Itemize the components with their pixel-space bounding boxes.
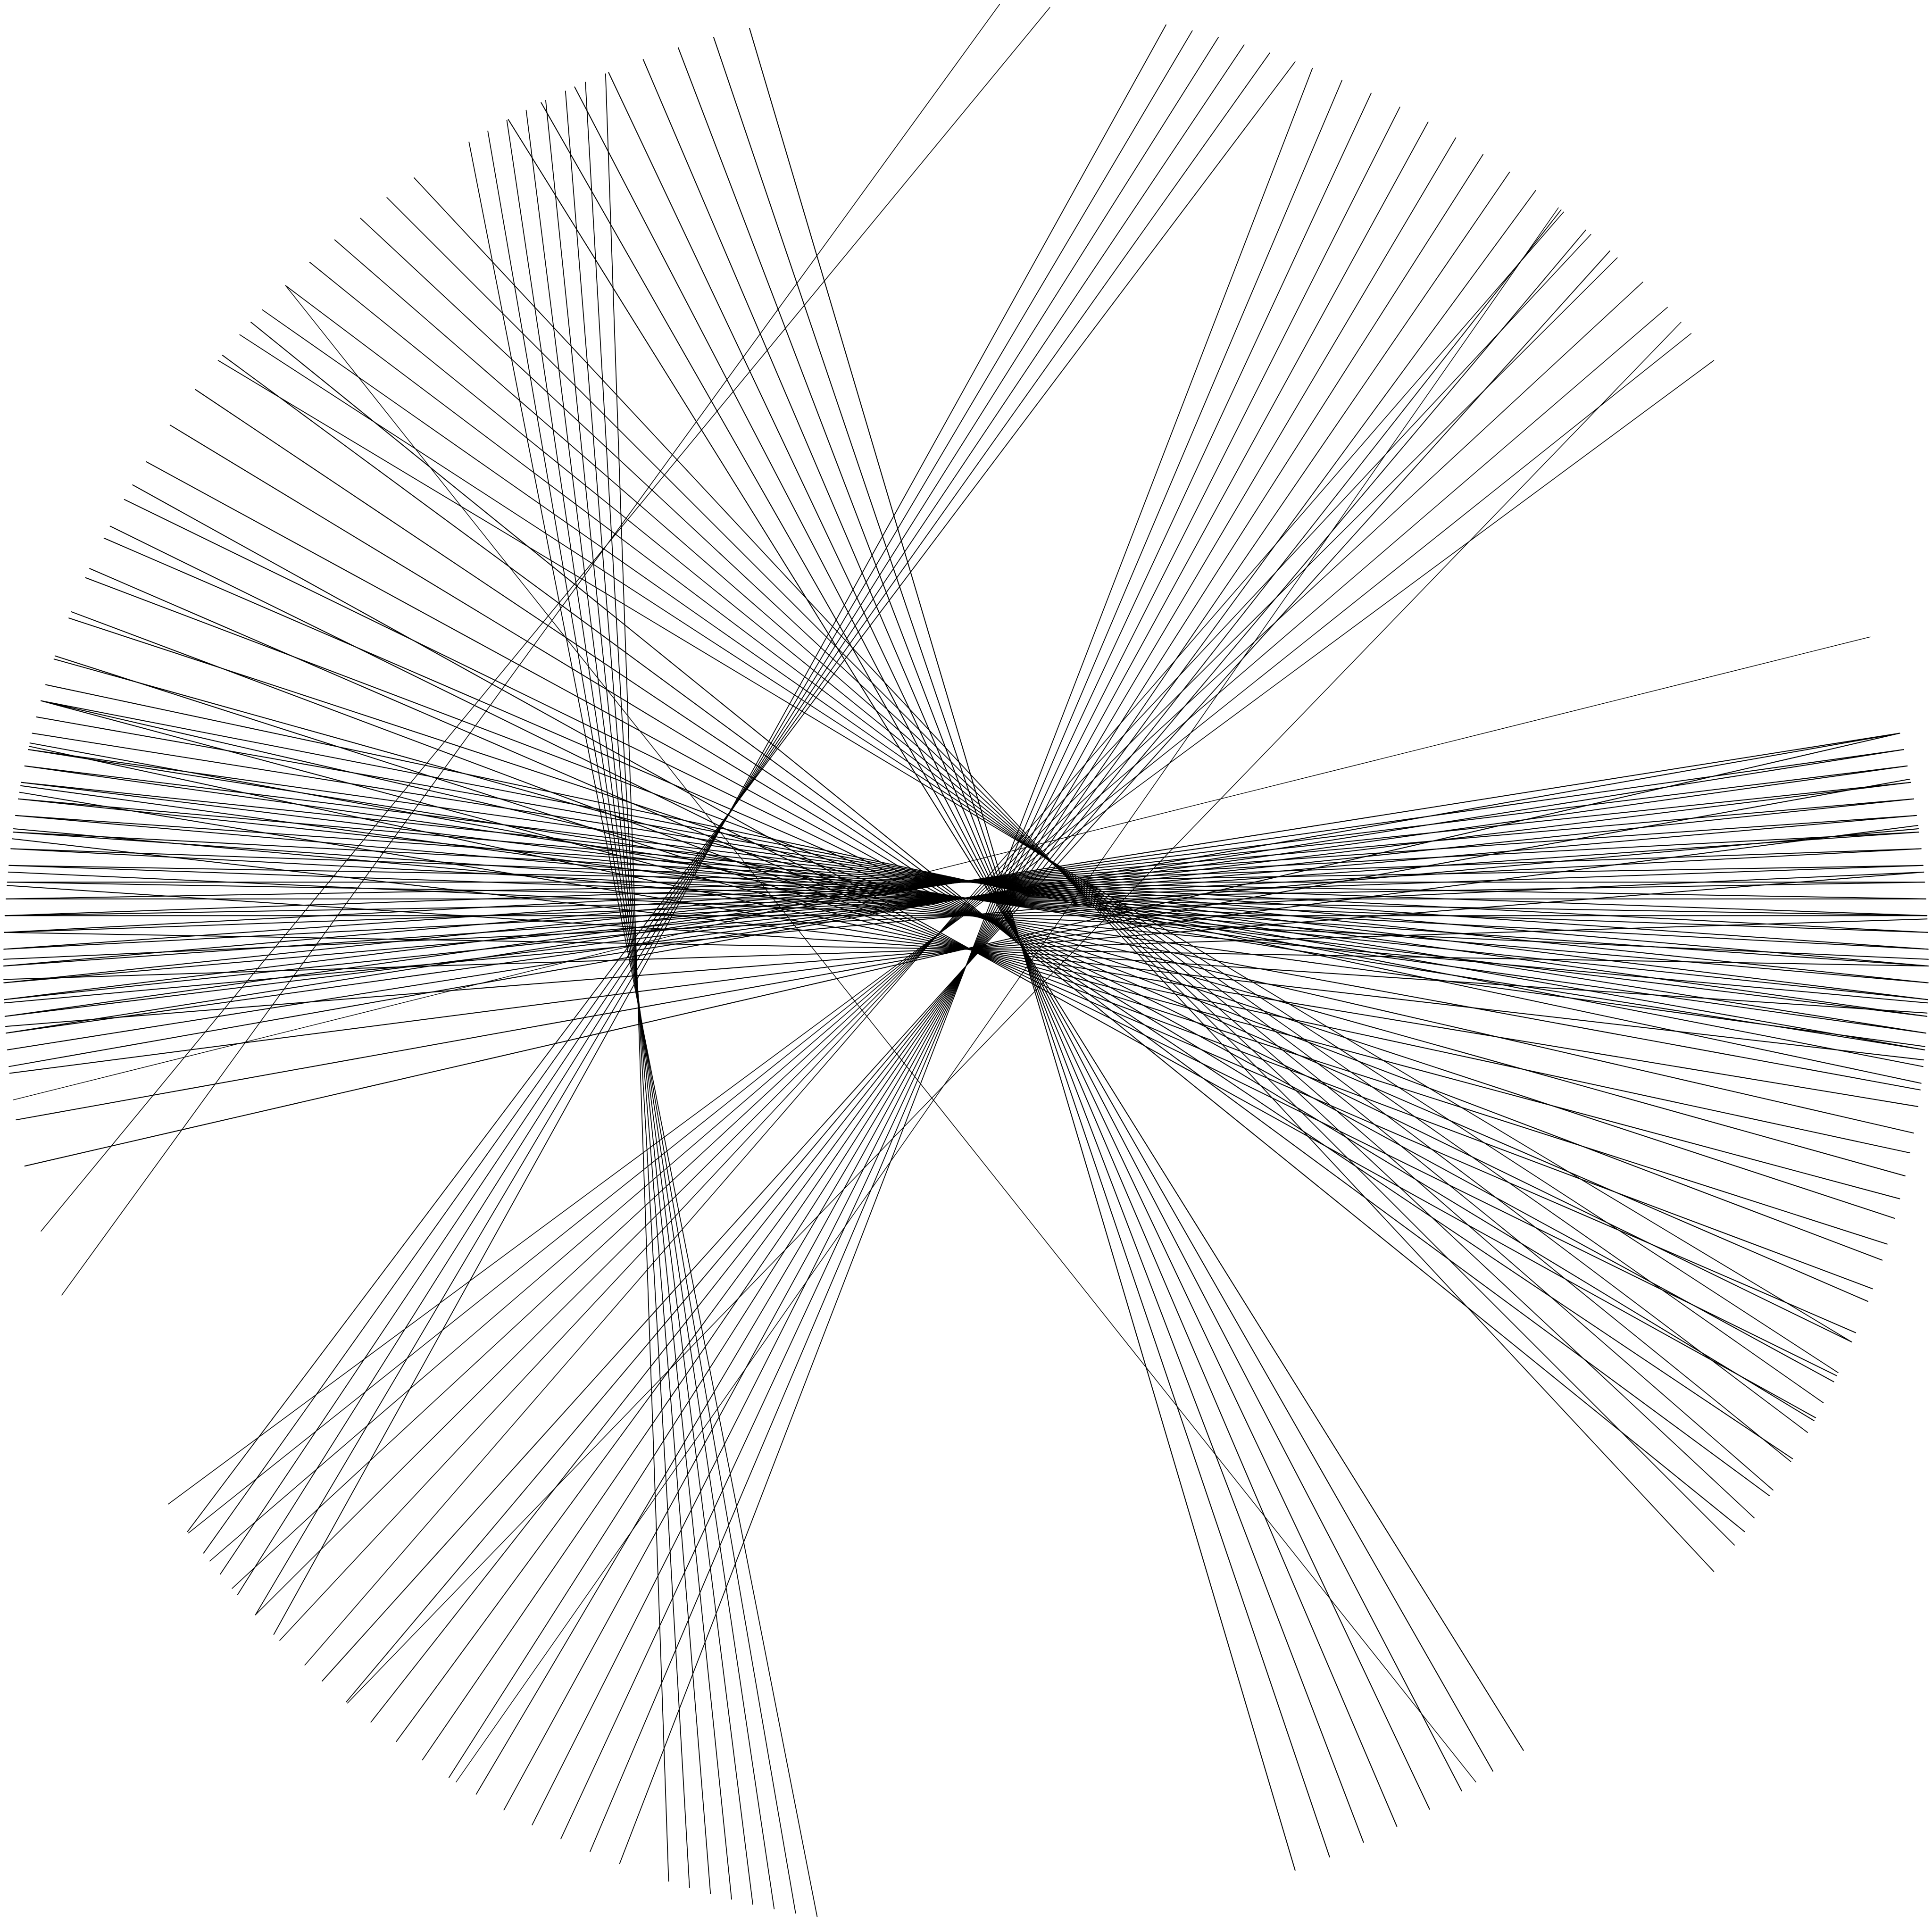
string-line — [347, 322, 1682, 1704]
string-line — [41, 7, 1050, 1232]
string-line — [24, 733, 1900, 1167]
string-line — [508, 119, 1524, 1751]
string-line — [13, 636, 1871, 1100]
string-line — [619, 67, 1313, 1865]
string-line — [273, 24, 1167, 1635]
string-line — [285, 285, 1476, 1782]
string-line — [304, 211, 1564, 1666]
string-line — [6, 733, 1900, 1034]
string-line — [61, 4, 1000, 1296]
string-line — [8, 733, 1900, 1067]
string-line — [468, 142, 818, 1917]
string-line — [456, 207, 1559, 1782]
